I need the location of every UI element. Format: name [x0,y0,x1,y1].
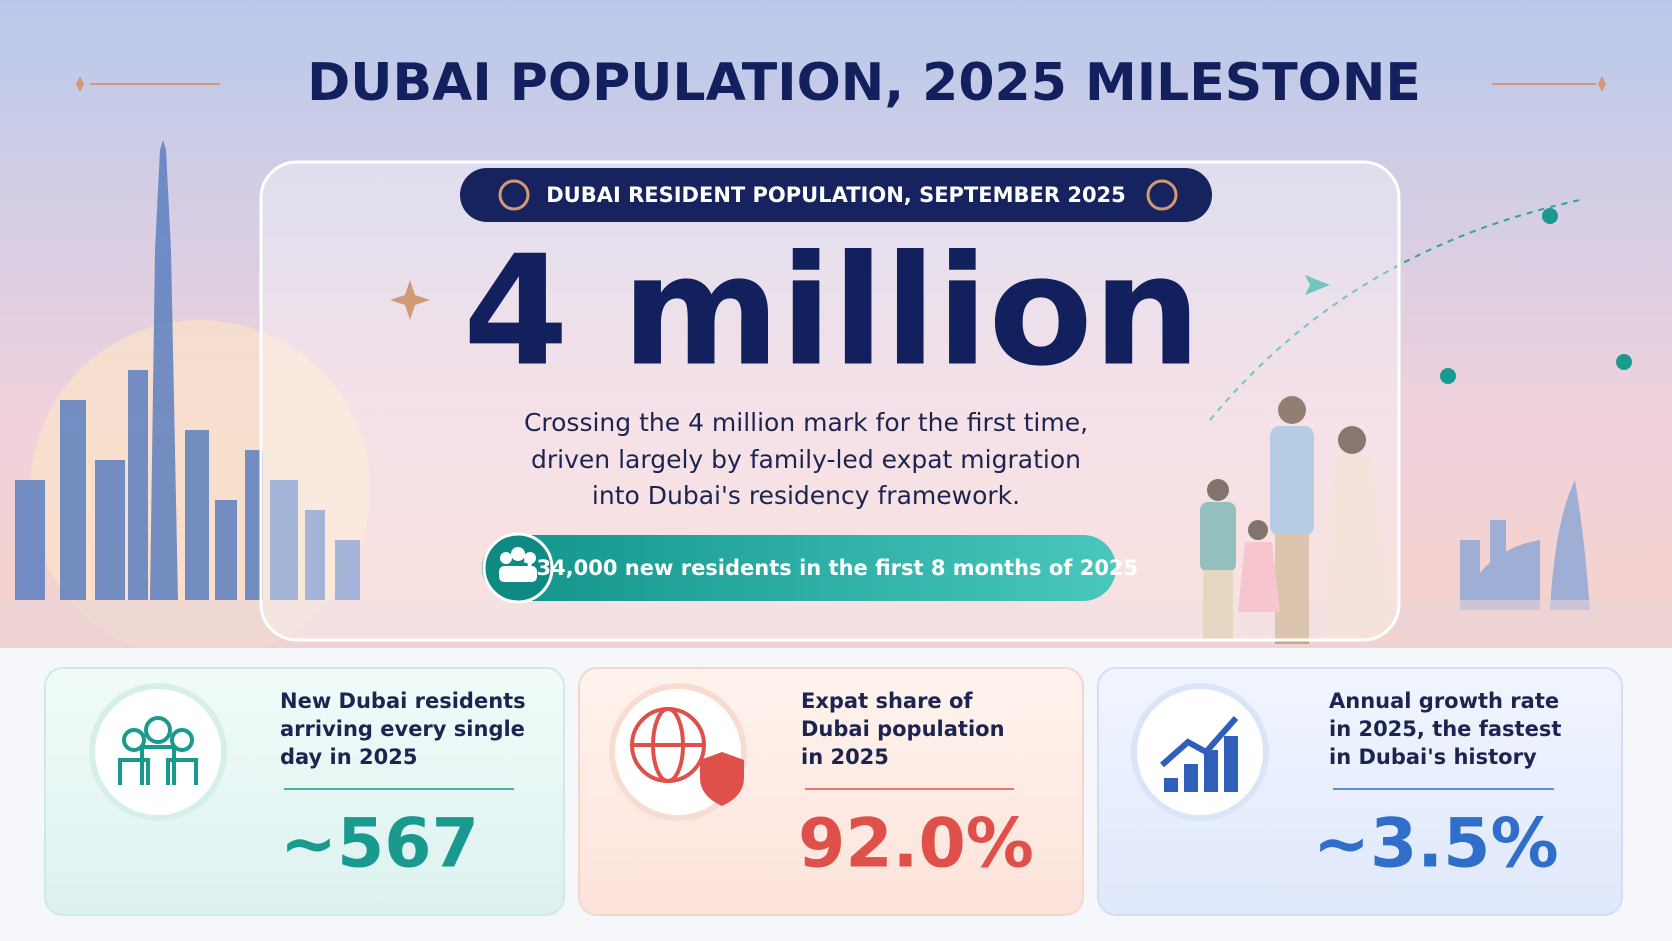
card-text: in 2025 [801,745,889,769]
card-text: Annual growth rate [1329,689,1559,713]
shield-icon [700,752,744,806]
stat-card: Annual growth rate in 2025, the fastest … [1097,667,1623,916]
description-line: into Dubai's residency framework. [592,481,1020,510]
people-icon [499,547,537,582]
chart-icon [1164,736,1238,792]
stat-card: Expat share of Dubai population in 2025 … [578,667,1084,916]
hero-panel [259,160,1401,642]
flight-path [1209,199,1581,421]
map-pins [1440,208,1632,384]
plane [1305,275,1330,295]
skyline-right [1460,480,1590,610]
card-value: 92.0% [798,805,1034,884]
sparkle [76,76,84,92]
card-text: arriving every single [280,717,525,741]
highlight-pill [482,535,1116,601]
people-icon [118,716,198,785]
description-line: Crossing the 4 million mark for the firs… [524,408,1088,437]
badge-text: DUBAI RESIDENT POPULATION, SEPTEMBER 202… [546,183,1126,207]
card-text: Dubai population [801,717,1005,741]
card-text: in 2025, the fastest [1329,717,1561,741]
headline: 4 million [463,223,1201,400]
badge-ornament [1146,179,1178,211]
family [1200,396,1395,644]
sparkle [1598,76,1606,92]
card-icon [89,683,227,821]
badge-ornament [498,179,530,211]
card-text: day in 2025 [280,745,417,769]
badge [460,168,1212,222]
card-text: Expat share of [801,689,973,713]
globe-icon [630,707,706,783]
card-value: ~3.5% [1313,805,1559,884]
highlight-text: 134,000 new residents in the first 8 mon… [522,556,1138,580]
trend-arrow [1160,716,1239,768]
title: DUBAI POPULATION, 2025 MILESTONE [307,53,1421,113]
stat-card: New Dubai residents arriving every singl… [44,667,565,916]
card-value: ~567 [280,805,479,884]
sparkle [390,280,430,320]
skyline [15,140,360,600]
card-text: New Dubai residents [280,689,526,713]
card-text: in Dubai's history [1329,745,1537,769]
description-line: driven largely by family-led expat migra… [531,445,1081,474]
